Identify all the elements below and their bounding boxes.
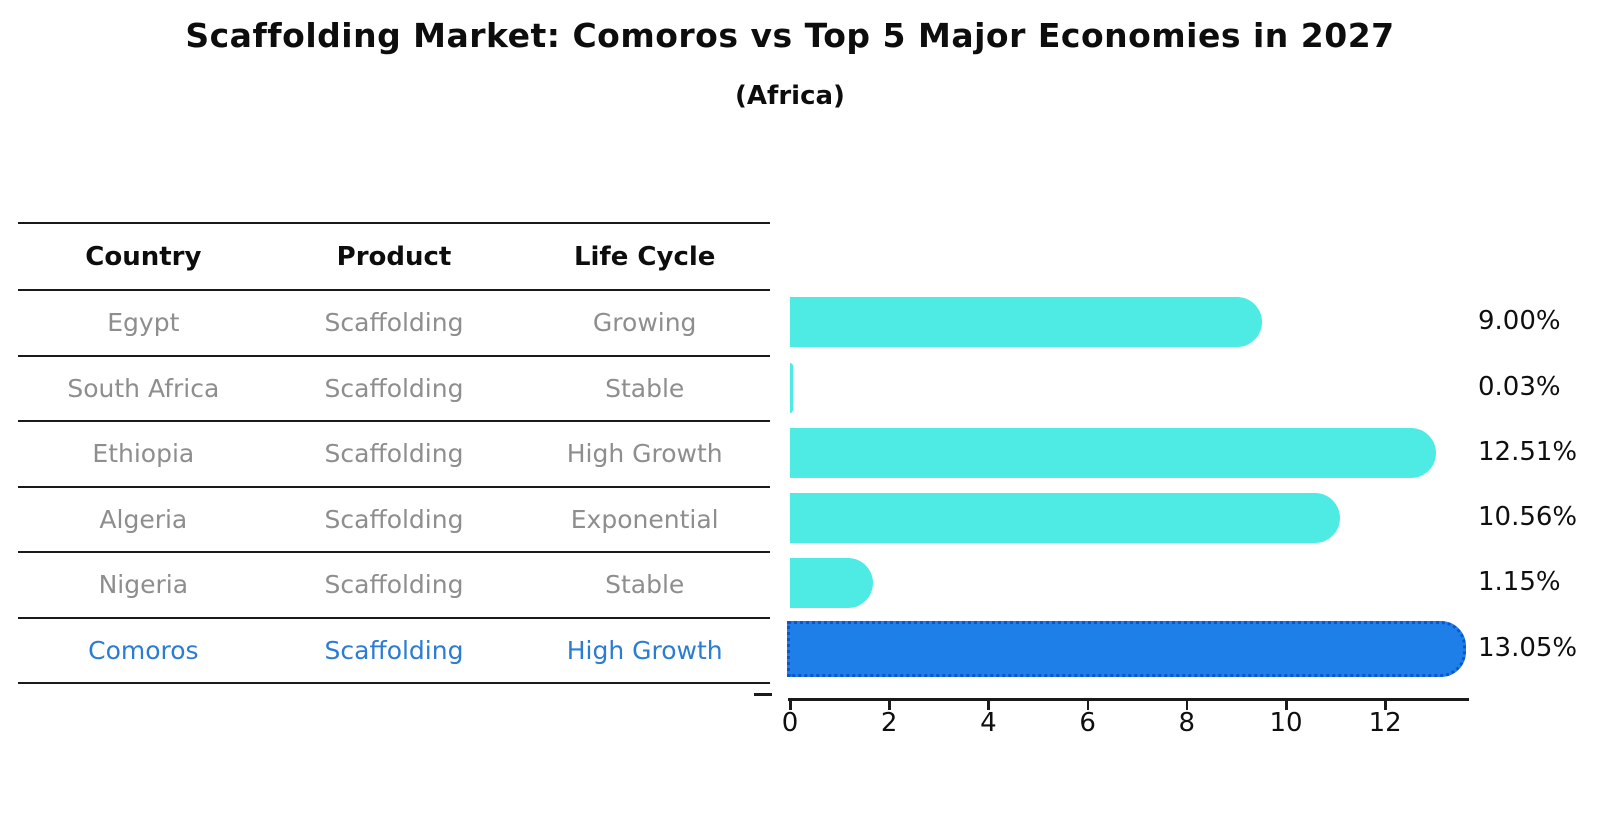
table-row: Egypt Scaffolding Growing: [18, 291, 770, 357]
x-tick-mark: [1384, 700, 1387, 710]
x-tick-mark: [1185, 700, 1189, 710]
bar-ethiopia: [790, 427, 1437, 478]
table-cell-life-cycle: High Growth: [566, 439, 723, 469]
x-tick-mark: [789, 700, 792, 710]
table-header-row: Country Product Life Cycle: [18, 224, 770, 291]
bar-value-label: 13.05%: [1478, 632, 1578, 663]
table-cell-product: Scaffolding: [324, 635, 464, 665]
bar-value-label: 10.56%: [1478, 501, 1578, 532]
table-row: Algeria Scaffolding Exponential: [18, 488, 770, 553]
table-cell-life-cycle: High Growth: [566, 635, 723, 665]
table-row: Ethiopia Scaffolding High Growth: [18, 422, 770, 488]
x-axis-line: [788, 698, 1469, 701]
table-cell-product: Scaffolding: [324, 373, 464, 403]
y-axis-tick: [754, 693, 772, 696]
table-cell-life-cycle: Stable: [605, 373, 685, 403]
bar-nigeria: [790, 558, 874, 608]
table-cell-life-cycle: Stable: [605, 570, 685, 600]
bar-value-label: 1.15%: [1478, 567, 1561, 597]
bar-south-africa: [790, 362, 793, 413]
table-cell-country: Comoros: [88, 635, 199, 665]
x-tick-mark: [987, 700, 990, 710]
table-cell-country: Egypt: [107, 308, 180, 338]
table-body: Egypt Scaffolding Growing South Africa Scaff…: [18, 291, 770, 684]
column-header-life-cycle: Life Cycle: [573, 241, 716, 272]
table-cell-product: Scaffolding: [324, 439, 464, 469]
country-table: Country Product Life Cycle Egypt Scaffold…: [18, 222, 770, 684]
table-row: Comoros Scaffolding High Growth: [18, 619, 770, 684]
x-tick-mark: [1086, 700, 1090, 710]
x-tick-mark: [1285, 700, 1288, 710]
table-row: South Africa Scaffolding Stable: [18, 357, 770, 422]
table-cell-country: Algeria: [99, 504, 188, 534]
x-tick-label: 4: [980, 708, 997, 738]
x-tick-label: 2: [880, 708, 898, 738]
chart-title: Scaffolding Market: Comoros vs Top 5 Maj…: [185, 16, 1395, 55]
bar-value-label: 9.00%: [1478, 306, 1561, 336]
bar-value-label: 0.03%: [1478, 371, 1561, 402]
x-tick-mark: [888, 700, 891, 710]
x-tick-label: 10: [1269, 708, 1303, 738]
table-cell-country: South Africa: [67, 373, 220, 403]
table-cell-life-cycle: Exponential: [570, 504, 719, 534]
x-tick-label: 6: [1079, 708, 1096, 738]
table-cell-life-cycle: Growing: [592, 308, 697, 338]
bar-egypt: [790, 297, 1263, 347]
table-cell-product: Scaffolding: [324, 504, 464, 534]
table-row: Nigeria Scaffolding Stable: [18, 553, 770, 619]
table-cell-country: Ethiopia: [92, 439, 195, 469]
bar-comoros: [787, 620, 1467, 677]
column-header-country: Country: [85, 241, 202, 272]
x-tick-label: 0: [781, 708, 799, 738]
chart-subtitle: (Africa): [735, 81, 845, 111]
table-cell-country: Nigeria: [98, 570, 189, 600]
table-cell-product: Scaffolding: [324, 308, 464, 338]
table-cell-product: Scaffolding: [324, 570, 464, 600]
x-tick-label: 8: [1178, 708, 1196, 738]
x-tick-label: 12: [1368, 708, 1402, 738]
bar-algeria: [790, 492, 1340, 543]
bar-value-label: 12.51%: [1478, 436, 1578, 467]
column-header-product: Product: [336, 241, 452, 272]
